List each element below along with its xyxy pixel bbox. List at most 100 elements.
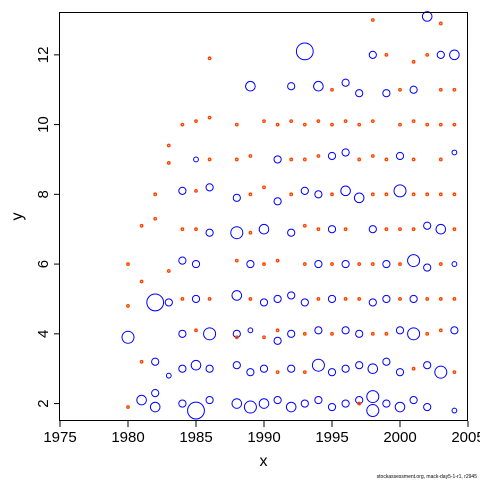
negative-point [166,269,171,273]
positive-point [368,225,377,234]
negative-point [425,122,430,127]
negative-point [207,157,212,162]
negative-point [262,262,266,266]
negative-point [275,328,280,333]
negative-point [370,119,375,124]
positive-point [382,89,391,98]
negative-point [166,161,171,165]
negative-point [126,304,130,308]
negative-point [234,258,239,263]
negative-point [438,157,443,162]
positive-point [355,329,364,338]
negative-point [370,192,375,197]
negative-point [316,119,321,124]
positive-point [136,394,147,406]
negative-point [207,115,212,120]
positive-point [341,364,350,373]
positive-point [451,407,458,414]
positive-point [191,294,201,304]
positive-point [205,395,214,405]
negative-point [194,227,198,232]
positive-point [314,259,323,269]
y-axis: 2 4 6 8 10 12 [35,47,60,408]
negative-point [425,297,430,301]
positive-point [314,326,323,335]
positive-point [273,336,282,345]
negative-point [398,227,402,232]
positive-point [205,183,214,192]
positive-point [273,294,282,304]
negative-point [262,185,266,190]
negative-point [411,59,416,64]
positive-point [287,291,296,300]
positive-point [407,327,421,341]
negative-point [384,157,389,162]
positive-point [314,395,323,405]
positive-point [394,401,406,413]
negative-point [153,216,158,221]
negative-point [370,154,375,158]
positive-point [164,298,173,307]
negative-point [452,122,457,127]
negative-point [194,119,198,124]
positive-point [300,186,309,195]
negative-point [302,262,307,266]
negative-point [357,122,362,127]
negative-point [289,119,294,124]
positive-point [287,364,296,373]
y-tick-label: 2 [35,399,52,407]
positive-point [300,399,309,408]
negative-point [262,119,266,124]
positive-point [434,365,448,379]
y-tick-label: 8 [35,190,52,198]
negative-point [234,122,239,127]
positive-point [178,186,187,195]
negative-point [330,87,334,92]
negative-point [248,297,253,301]
positive-point [203,327,217,341]
positive-point [327,402,337,412]
positive-point [191,259,201,269]
negative-point [438,21,443,26]
positive-point [436,50,445,59]
positive-point [259,364,269,373]
positive-point [355,361,364,370]
footnote: stockassessment.org, mack-day5-1-r1, r29… [377,474,478,480]
negative-point [425,331,430,336]
positive-point [273,197,282,206]
positive-point [258,223,270,235]
negative-point [180,227,185,232]
positive-point [341,399,350,408]
positive-point [151,357,160,366]
negative-point [316,227,321,232]
negative-point [248,192,253,197]
negative-point [343,297,348,301]
negative-point [194,188,198,193]
positive-point [327,225,337,234]
negative-point [262,335,266,340]
negative-point [302,370,307,375]
positive-point [295,42,314,61]
negative-point [343,119,348,124]
x-tick-label: 1990 [247,429,280,446]
negative-point [234,335,239,340]
negative-point [398,122,402,127]
x-axis: 1975 1980 1985 1990 1995 2000 2005 [43,421,480,446]
negative-point [194,328,198,333]
positive-point [146,293,165,312]
negative-point [438,262,443,266]
negative-point [438,87,443,92]
negative-point [343,227,348,232]
negative-point [289,192,294,197]
negative-point [384,227,389,232]
positive-point [230,226,244,240]
x-tick-label: 1995 [315,429,348,446]
negative-point [411,192,416,197]
negative-point [275,258,280,263]
positive-point [232,361,241,370]
positive-point [355,395,364,405]
positive-point [341,326,350,335]
y-tick-label: 10 [35,116,52,133]
